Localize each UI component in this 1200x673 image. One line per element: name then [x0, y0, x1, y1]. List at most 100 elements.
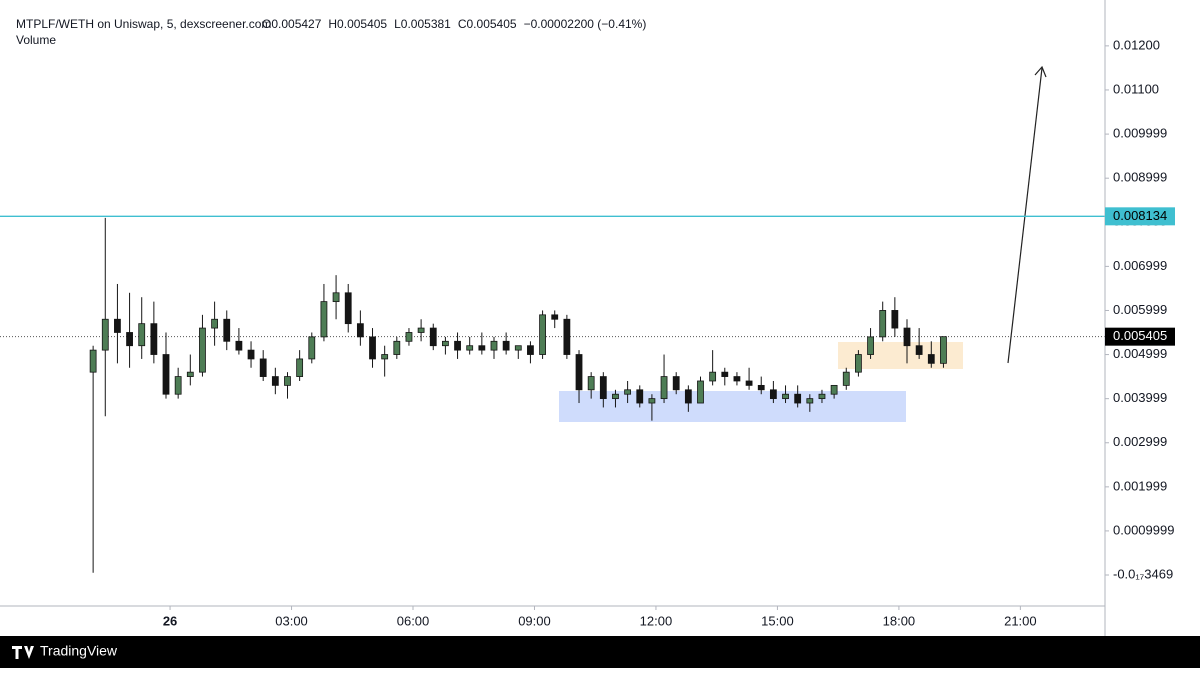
- candle-body: [782, 393, 789, 400]
- candle-body: [587, 376, 595, 391]
- last-price-box: [1105, 327, 1175, 346]
- brand-name: TradingView: [40, 643, 118, 659]
- x-tick-label: 18:00: [883, 613, 916, 628]
- candle-body: [174, 376, 182, 395]
- candle-body: [356, 323, 364, 338]
- candle-body: [417, 327, 425, 333]
- brand-logo: [12, 646, 34, 659]
- candle-body: [223, 318, 231, 342]
- price-label-box: [1105, 207, 1175, 226]
- y-tick-label: -0.0₁₇3469: [1113, 566, 1173, 581]
- candle-body: [162, 354, 170, 395]
- candle-body: [296, 358, 304, 377]
- candle-body: [599, 376, 607, 400]
- candle-body: [429, 327, 437, 347]
- candle-body: [551, 314, 559, 320]
- y-tick-label: 0.003999: [1113, 390, 1167, 405]
- candle-body: [563, 318, 571, 355]
- candle-body: [818, 393, 826, 400]
- candle-body: [454, 340, 461, 351]
- price-label: 0.008134: [1113, 208, 1167, 223]
- support-zone: [559, 391, 906, 422]
- candle-body: [186, 371, 194, 377]
- candle-body: [660, 376, 668, 400]
- ohlc-value: −0.00002200 (−0.41%): [524, 17, 647, 31]
- candle-body: [915, 345, 923, 355]
- candle-body: [733, 376, 741, 382]
- candle-body: [126, 332, 133, 347]
- candle-body: [745, 380, 753, 386]
- y-tick-label: 0.001999: [1113, 478, 1167, 493]
- candle-body: [757, 384, 765, 391]
- candle-body: [940, 336, 947, 364]
- candle-body: [150, 323, 158, 355]
- x-tick-label: 12:00: [640, 613, 673, 628]
- chart-title: MTPLF/WETH on Uniswap, 5, dexscreener.co…: [16, 17, 271, 31]
- candle-body: [684, 389, 692, 404]
- last-price-label: 0.005405: [1113, 328, 1167, 343]
- candles: [89, 217, 947, 573]
- candle-body: [575, 354, 583, 391]
- candle-body: [478, 345, 486, 351]
- x-tick-label: 09:00: [518, 613, 551, 628]
- volume-label: Volume: [16, 33, 56, 47]
- y-tick-label: 0.002999: [1113, 434, 1167, 449]
- arrow-line: [1007, 67, 1043, 364]
- candle-body: [114, 318, 121, 333]
- candle-body: [636, 389, 644, 404]
- candle-body: [769, 389, 777, 400]
- candle-body: [891, 310, 899, 329]
- candle-body: [842, 371, 850, 386]
- x-tick-label: 26: [163, 613, 177, 628]
- candle-body: [332, 292, 340, 303]
- candle-body: [259, 358, 267, 377]
- arrow-head: [1034, 65, 1047, 78]
- candle-body: [138, 323, 146, 347]
- candle-body: [672, 376, 680, 391]
- ohlc-value: O0.005427: [262, 17, 322, 31]
- candle-body: [101, 318, 109, 351]
- candle-body: [89, 349, 97, 373]
- candle-body: [235, 340, 243, 351]
- candle-body: [867, 336, 874, 355]
- candle-body: [830, 384, 838, 395]
- candle-body: [490, 340, 498, 351]
- x-tick-label: 06:00: [397, 613, 430, 628]
- candle-body: [527, 345, 534, 355]
- candle-body: [539, 314, 546, 355]
- y-tick-label: 0.008999: [1113, 170, 1167, 185]
- candle-body: [697, 380, 704, 404]
- candle-body: [308, 336, 316, 360]
- footer-bar: [0, 636, 1200, 668]
- ohlc-value: C0.005405: [458, 17, 517, 31]
- candle-body: [794, 393, 802, 404]
- y-tick-label: 0.01200: [1113, 37, 1160, 52]
- x-tick-label: 03:00: [275, 613, 308, 628]
- ohlc-value: L0.005381: [394, 17, 451, 31]
- candle-body: [879, 310, 887, 338]
- candle-body: [344, 292, 352, 325]
- candle-body: [927, 354, 935, 364]
- candle-body: [381, 354, 389, 360]
- candle-body: [369, 336, 376, 360]
- candle-body: [502, 340, 510, 351]
- candle-body: [211, 318, 219, 329]
- candle-body: [442, 340, 449, 347]
- background: [0, 0, 1200, 636]
- y-tick-label: 0.0009999: [1113, 522, 1174, 537]
- candle-body: [903, 327, 911, 347]
- candle-body: [709, 371, 717, 382]
- y-tick-label: 0.006999: [1113, 258, 1167, 273]
- candle-body: [806, 398, 814, 404]
- candle-body: [648, 398, 656, 404]
- candle-body: [393, 340, 401, 355]
- candle-body: [199, 327, 206, 373]
- y-tick-label: 0.009999: [1113, 126, 1167, 141]
- x-tick-label: 21:00: [1004, 613, 1037, 628]
- candle-body: [612, 393, 619, 400]
- candle-body: [320, 301, 328, 338]
- x-tick-label: 15:00: [761, 613, 794, 628]
- y-tick-label: 0.004999: [1113, 346, 1167, 361]
